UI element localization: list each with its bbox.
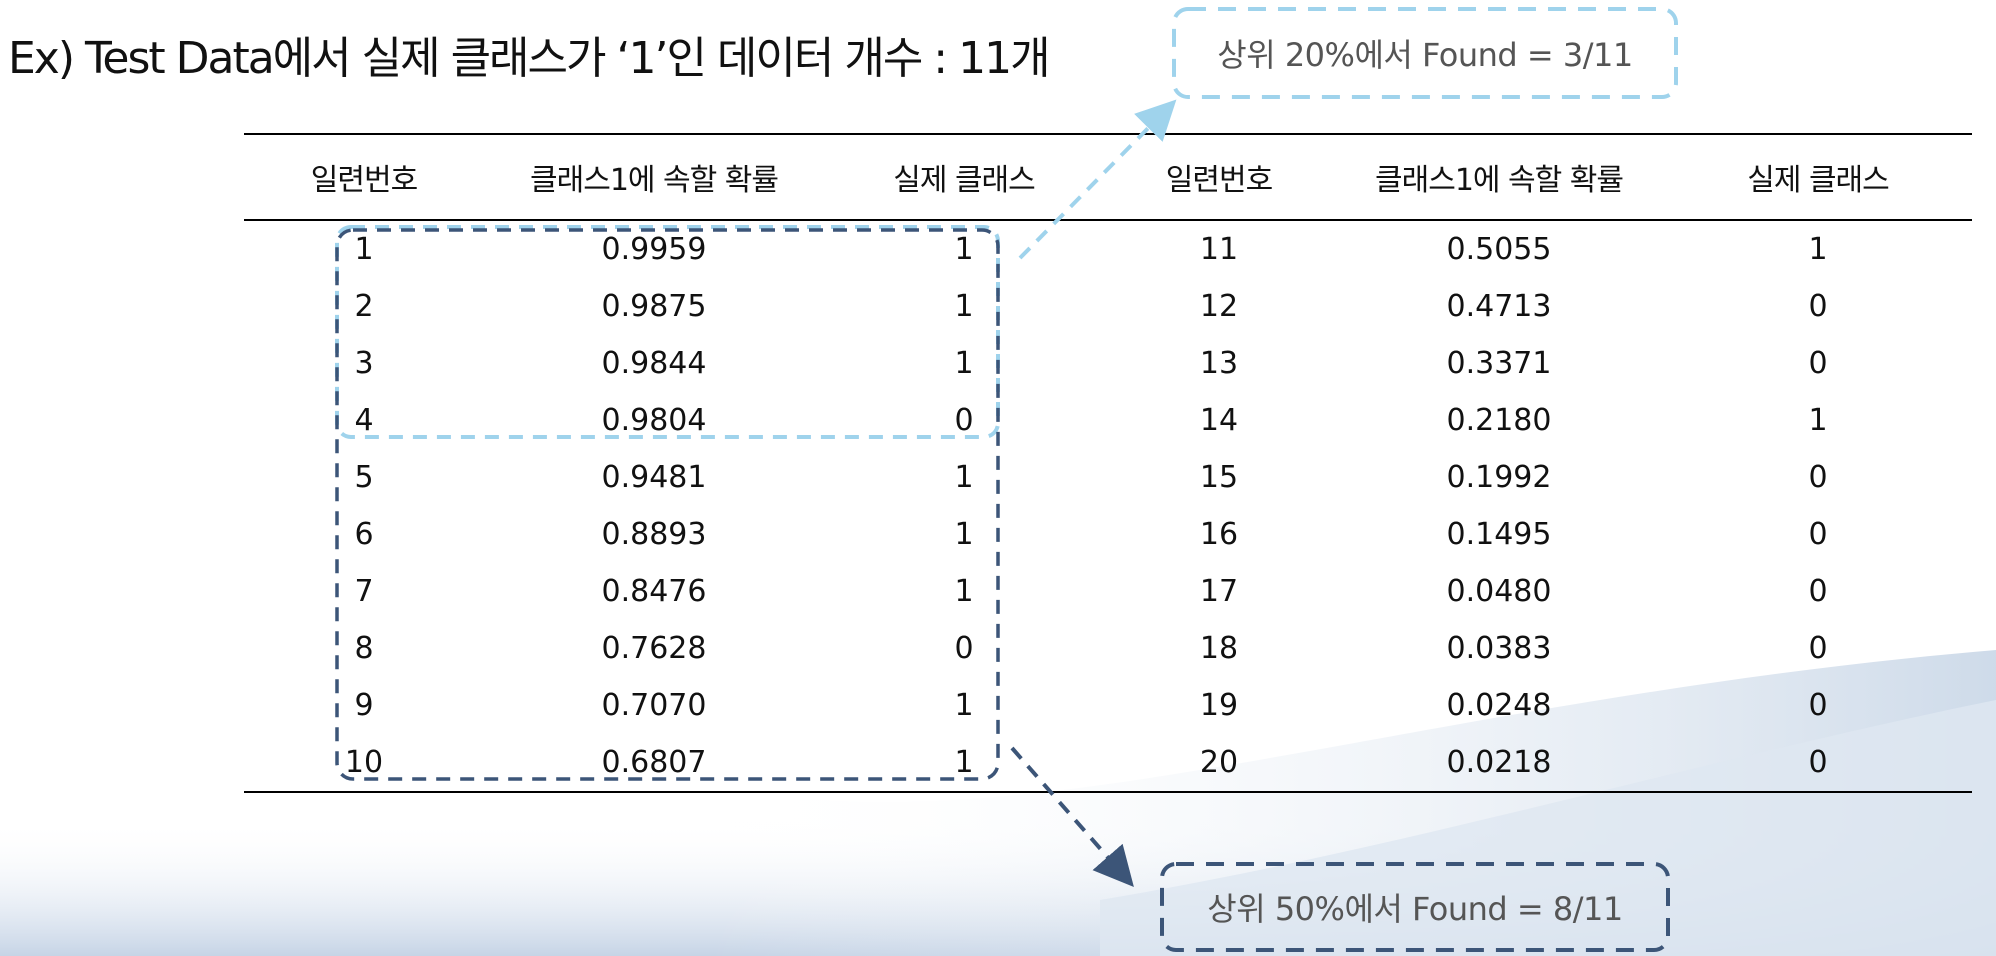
cell-actual-class-2: 0 [1808,517,1828,552]
cell-actual-class-2: 0 [1808,574,1828,609]
cell-serial-number-2: 17 [1199,574,1239,609]
cell-actual-class: 1 [954,688,974,723]
cell-actual-class: 1 [954,289,974,324]
cell-actual-class-2: 1 [1808,232,1828,267]
cell-actual-class-2: 0 [1808,289,1828,324]
cell-serial-number: 5 [354,460,374,495]
cell-class1-probability-2: 0.3371 [1446,346,1552,381]
cell-serial-number: 3 [354,346,374,381]
cell-class1-probability-2: 0.1495 [1446,517,1552,552]
page-heading: Ex) Test Data에서 실제 클래스가 ‘1’인 데이터 개수 : 11… [8,33,1051,84]
cell-class1-probability-2: 0.5055 [1446,232,1552,267]
cell-class1-probability: 0.8476 [601,574,707,609]
table-row: 3 0.9844 1 13 0.3371 0 [244,335,1972,392]
cell-serial-number: 7 [354,574,374,609]
cell-class1-probability-2: 0.1992 [1446,460,1552,495]
table-row: 8 0.7628 0 18 0.0383 0 [244,620,1972,677]
cell-serial-number: 1 [354,232,374,267]
cell-serial-number: 10 [244,734,484,793]
cell-actual-class: 1 [954,460,974,495]
cell-actual-class: 0 [954,403,974,438]
table-row: 7 0.8476 1 17 0.0480 0 [244,563,1972,620]
cell-actual-class-2: 0 [1808,346,1828,381]
table-header-row: 일련번호 클래스1에 속할 확률 실제 클래스 일련번호 클래스1에 속할 확률… [244,133,1972,221]
cell-class1-probability-2: 0.0480 [1446,574,1552,609]
cell-class1-probability: 0.9959 [601,232,707,267]
cell-class1-probability-2: 0.0383 [1446,631,1552,666]
cell-actual-class-2: 0 [1808,688,1828,723]
cell-serial-number: 2 [354,289,374,324]
table-row: 10 0.6807 1 20 0.0218 0 [244,734,1972,793]
header-actual-class-2: 실제 클래스 [1664,133,1972,221]
cell-actual-class-2: 0 [1664,734,1972,793]
cell-serial-number-2: 20 [1104,734,1334,793]
cell-serial-number-2: 19 [1199,688,1239,723]
header-class1-probability: 클래스1에 속할 확률 [484,133,824,221]
cell-class1-probability-2: 0.0248 [1446,688,1552,723]
cell-class1-probability: 0.7628 [601,631,707,666]
cell-class1-probability-2: 0.4713 [1446,289,1552,324]
cell-serial-number: 8 [354,631,374,666]
table-row: 9 0.7070 1 19 0.0248 0 [244,677,1972,734]
table-row: 2 0.9875 1 12 0.4713 0 [244,278,1972,335]
cell-class1-probability: 0.7070 [601,688,707,723]
cell-serial-number: 6 [354,517,374,552]
cell-serial-number-2: 14 [1199,403,1239,438]
table-row: 6 0.8893 1 16 0.1495 0 [244,506,1972,563]
table-row: 1 0.9959 1 11 0.5055 1 [244,220,1972,278]
header-serial-number: 일련번호 [244,133,484,221]
top50-callout-text: 상위 50%에서 Found = 8/11 [1207,890,1623,928]
cell-actual-class: 1 [824,734,1104,793]
cell-serial-number: 9 [354,688,374,723]
cell-serial-number-2: 13 [1199,346,1239,381]
cell-actual-class-2: 1 [1808,403,1828,438]
cell-actual-class: 1 [954,346,974,381]
header-class1-probability-2: 클래스1에 속할 확률 [1334,133,1664,221]
cell-class1-probability-2: 0.2180 [1446,403,1552,438]
table-row: 4 0.9804 0 14 0.2180 1 [244,392,1972,449]
cell-serial-number-2: 18 [1199,631,1239,666]
header-actual-class: 실제 클래스 [824,133,1104,221]
cell-class1-probability: 0.9844 [601,346,707,381]
table-row: 5 0.9481 1 15 0.1992 0 [244,449,1972,506]
cell-serial-number-2: 11 [1199,232,1239,267]
cell-class1-probability: 0.9804 [601,403,707,438]
cell-actual-class: 1 [954,517,974,552]
probability-table: 일련번호 클래스1에 속할 확률 실제 클래스 일련번호 클래스1에 속할 확률… [244,133,1972,793]
cell-serial-number-2: 15 [1199,460,1239,495]
cell-class1-probability-2: 0.0218 [1334,734,1664,793]
cell-serial-number-2: 12 [1199,289,1239,324]
top20-callout-text: 상위 20%에서 Found = 3/11 [1217,36,1633,74]
cell-class1-probability: 0.6807 [484,734,824,793]
cell-serial-number: 4 [354,403,374,438]
cell-actual-class: 1 [954,232,974,267]
cell-actual-class-2: 0 [1808,460,1828,495]
header-serial-number-2: 일련번호 [1104,133,1334,221]
cell-class1-probability: 0.9481 [601,460,707,495]
cell-class1-probability: 0.8893 [601,517,707,552]
cell-actual-class: 0 [954,631,974,666]
cell-actual-class: 1 [954,574,974,609]
cell-actual-class-2: 0 [1808,631,1828,666]
cell-serial-number-2: 16 [1199,517,1239,552]
cell-class1-probability: 0.9875 [601,289,707,324]
